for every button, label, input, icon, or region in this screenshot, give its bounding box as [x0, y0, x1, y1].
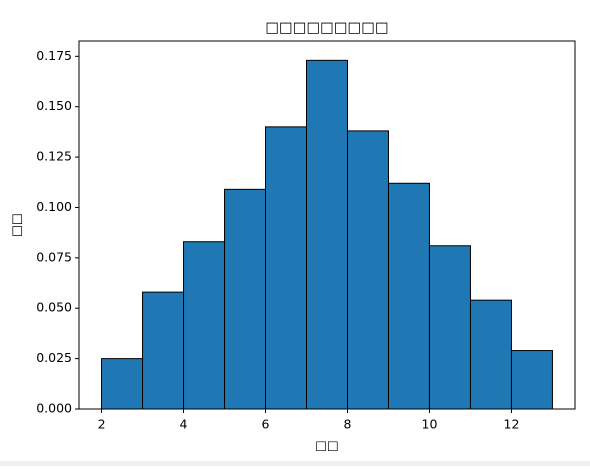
bar: [142, 291, 185, 410]
y-tick-label: 0.175: [36, 48, 72, 63]
x-tick-label: 2: [98, 417, 106, 432]
chart-title: □□□□□□□□□: [265, 20, 388, 36]
x-tick-label: 12: [504, 417, 520, 432]
axes-frame: [78, 40, 576, 410]
bar: [101, 358, 144, 410]
y-tick-label: 0.150: [36, 98, 72, 113]
y-tick-label: 0.000: [36, 401, 72, 416]
y-tick-label: 0.125: [36, 149, 72, 164]
x-tick-label: 10: [422, 417, 438, 432]
bar: [428, 245, 471, 410]
x-tick-label: 8: [344, 417, 352, 432]
y-tick-label: 0.100: [36, 199, 72, 214]
y-tick-label: 0.075: [36, 249, 72, 264]
bar: [306, 59, 348, 410]
bar: [224, 188, 267, 410]
y-axis-label: □□: [9, 213, 24, 237]
bar: [346, 130, 389, 410]
y-tick-label: 0.050: [36, 300, 72, 315]
bar: [510, 350, 553, 410]
x-tick-label: 4: [180, 417, 188, 432]
x-axis-label: □□: [315, 438, 339, 453]
y-tick-label: 0.025: [36, 350, 72, 365]
bar: [265, 126, 308, 410]
bottom-strip: [0, 461, 590, 466]
bar: [469, 299, 512, 410]
bar: [183, 241, 226, 410]
x-tick-label: 6: [262, 417, 270, 432]
bar: [387, 182, 430, 410]
